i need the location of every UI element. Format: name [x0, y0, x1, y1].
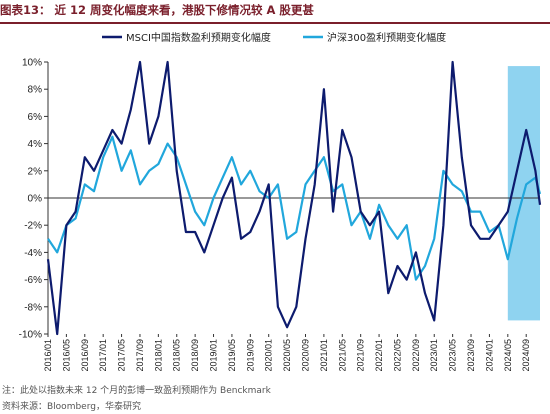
series-line-csi300 [47, 135, 542, 281]
x-tick-label: 2019/01 [209, 339, 219, 372]
x-tick-label: 2023/01 [429, 339, 439, 372]
x-tick-label: 2019/09 [245, 339, 255, 372]
x-tick-label: 2017/09 [135, 339, 145, 372]
x-tick-label: 2020/01 [264, 339, 274, 372]
x-tick-label: 2016/05 [61, 339, 71, 372]
y-tick-label: 2% [28, 166, 43, 177]
x-tick-label: 2016/09 [80, 339, 90, 372]
x-tick-label: 2016/01 [43, 339, 53, 372]
x-tick-label: 2022/05 [392, 339, 402, 372]
x-tick-label: 2018/09 [190, 339, 200, 372]
x-tick-label: 2017/01 [98, 339, 108, 372]
y-tick-label: -4% [24, 248, 42, 259]
x-tick-label: 2018/01 [153, 339, 163, 372]
x-tick-label: 2021/09 [356, 339, 366, 372]
x-tick-label: 2017/05 [117, 339, 127, 372]
x-tick-label: 2024/01 [484, 339, 494, 372]
y-tick-label: 8% [28, 85, 43, 96]
figure-title: 图表13：近 12 周变化幅度来看，港股下修情况较 A 股更甚 [0, 0, 550, 24]
legend-msci-label: MSCI中国指数盈利预期变化幅度 [126, 31, 271, 44]
y-tick-label: -2% [24, 221, 42, 232]
x-tick-label: 2022/01 [374, 339, 384, 372]
y-tick-label: 6% [28, 112, 43, 123]
y-tick-label: 10% [22, 58, 42, 69]
footnote: 注：此处以指数未来 12 个月的彭博一致盈利预期作为 Benckmark [2, 386, 271, 396]
x-tick-label: 2024/05 [503, 339, 513, 372]
y-tick-label: -6% [24, 275, 42, 286]
figure-title-text: 近 12 周变化幅度来看，港股下修情况较 A 股更甚 [54, 3, 314, 17]
x-tick-label: 2018/05 [172, 339, 182, 372]
x-tick-label: 2019/05 [227, 339, 237, 372]
x-tick-label: 2023/05 [448, 339, 458, 372]
y-tick-label: 4% [28, 139, 43, 150]
y-tick-label: -8% [24, 302, 42, 313]
x-tick-label: 2021/01 [319, 339, 329, 372]
y-tick-label: 0% [28, 194, 43, 205]
x-tick-label: 2020/09 [300, 339, 310, 372]
x-tick-label: 2020/05 [282, 339, 292, 372]
x-tick-label: 2021/05 [337, 339, 347, 372]
legend-csi300-label: 沪深300盈利预期变化幅度 [327, 31, 446, 44]
x-tick-label: 2022/09 [411, 339, 421, 372]
x-tick-label: 2023/09 [466, 339, 476, 372]
y-tick-label: -10% [19, 330, 42, 341]
source-note: 资料来源：Bloomberg，华泰研究 [2, 402, 141, 412]
figure-label: 图表13： [0, 3, 51, 17]
x-tick-label: 2024/09 [521, 339, 531, 372]
series-line-msci [46, 60, 542, 336]
